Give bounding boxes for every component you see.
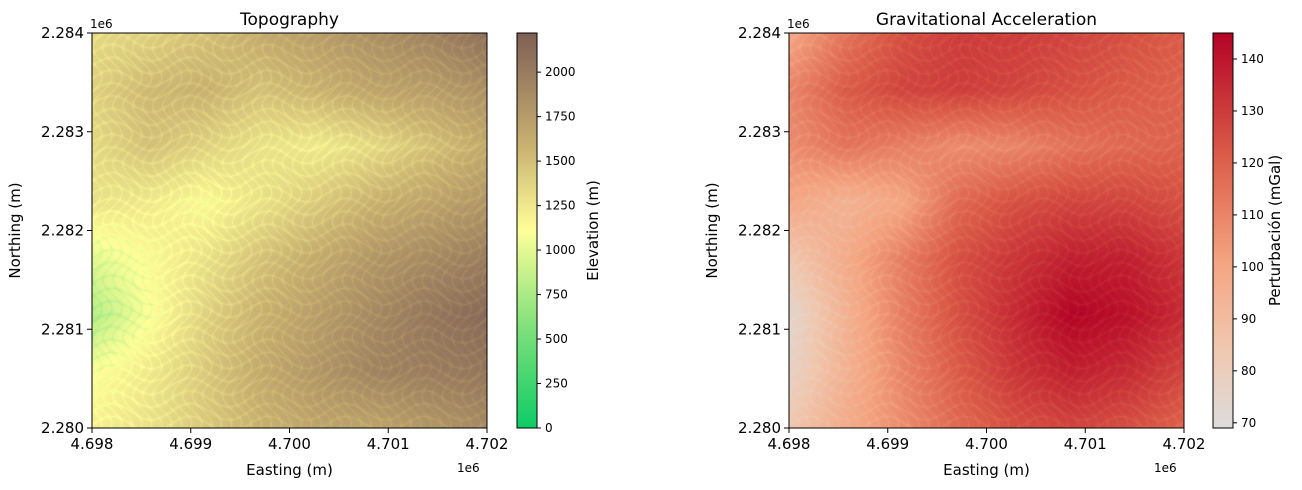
colorbar-tick-label: 0 [545,421,553,435]
colorbar-frame [516,32,538,429]
gravity-heatmap [789,33,1184,428]
x-tick-label: 4.699 [169,435,212,453]
y-tick-label: 2.282 [41,222,84,240]
colorbar-tick-label: 80 [1241,364,1256,378]
colorbar-tick-label: 110 [1241,208,1264,222]
colorbar-tick-label: 750 [545,288,568,302]
y-tick-label: 2.281 [41,320,84,338]
colorbar-tick-label: 90 [1241,312,1256,326]
y-tick-label: 2.283 [41,123,84,141]
elevation-colorbar [517,33,537,428]
y-tick-label: 2.280 [41,419,84,437]
x-offset-label: 1e6 [457,461,480,475]
y-tick-label: 2.283 [738,123,781,141]
colorbar-tick-label: 1250 [545,199,576,213]
y-offset-label: 1e6 [90,17,113,31]
colorbar-tick-label: 70 [1241,416,1256,430]
y-tick-label: 2.281 [738,320,781,338]
colorbar-tick-label: 2000 [545,65,576,79]
colorbar-tick-label: 1000 [545,243,576,257]
x-tick-label: 4.701 [1064,435,1107,453]
chart-title: Topography [239,10,339,30]
colorbar-tick-label: 500 [545,332,568,346]
y-tick-label: 2.280 [738,419,781,437]
colorbar-tick-label: 120 [1241,156,1264,170]
y-offset-label: 1e6 [787,17,810,31]
x-tick-label: 4.700 [965,435,1008,453]
topography-heatmap [92,33,487,428]
axes-frame [91,32,488,429]
gravity-colorbar [1213,33,1233,428]
x-axis-label: Easting (m) [246,461,333,479]
colorbar-label: Elevation (m) [584,180,602,281]
colorbar-tick-label: 130 [1241,104,1264,118]
x-tick-label: 4.698 [71,435,114,453]
colorbar-tick-label: 1750 [545,110,576,124]
colorbar-label: Perturbación (mGal) [1266,155,1284,306]
y-tick-label: 2.284 [738,24,781,42]
y-tick-label: 2.284 [41,24,84,42]
x-offset-label: 1e6 [1154,461,1177,475]
colorbar-tick-label: 100 [1241,260,1264,274]
x-tick-label: 4.698 [768,435,811,453]
axes-frame [788,32,1185,429]
colorbar-tick-label: 250 [545,377,568,391]
y-axis-label: Northing (m) [6,182,24,278]
colorbar-tick-label: 1500 [545,154,576,168]
x-axis-label: Easting (m) [943,461,1030,479]
x-tick-label: 4.702 [1163,435,1206,453]
colorbar-frame [1212,32,1234,429]
x-tick-label: 4.701 [367,435,410,453]
y-axis-label: Northing (m) [703,182,721,278]
chart-title: Gravitational Acceleration [876,10,1097,30]
x-tick-label: 4.702 [466,435,509,453]
x-tick-label: 4.699 [866,435,909,453]
colorbar-tick-label: 140 [1241,52,1264,66]
x-tick-label: 4.700 [268,435,311,453]
y-tick-label: 2.282 [738,222,781,240]
